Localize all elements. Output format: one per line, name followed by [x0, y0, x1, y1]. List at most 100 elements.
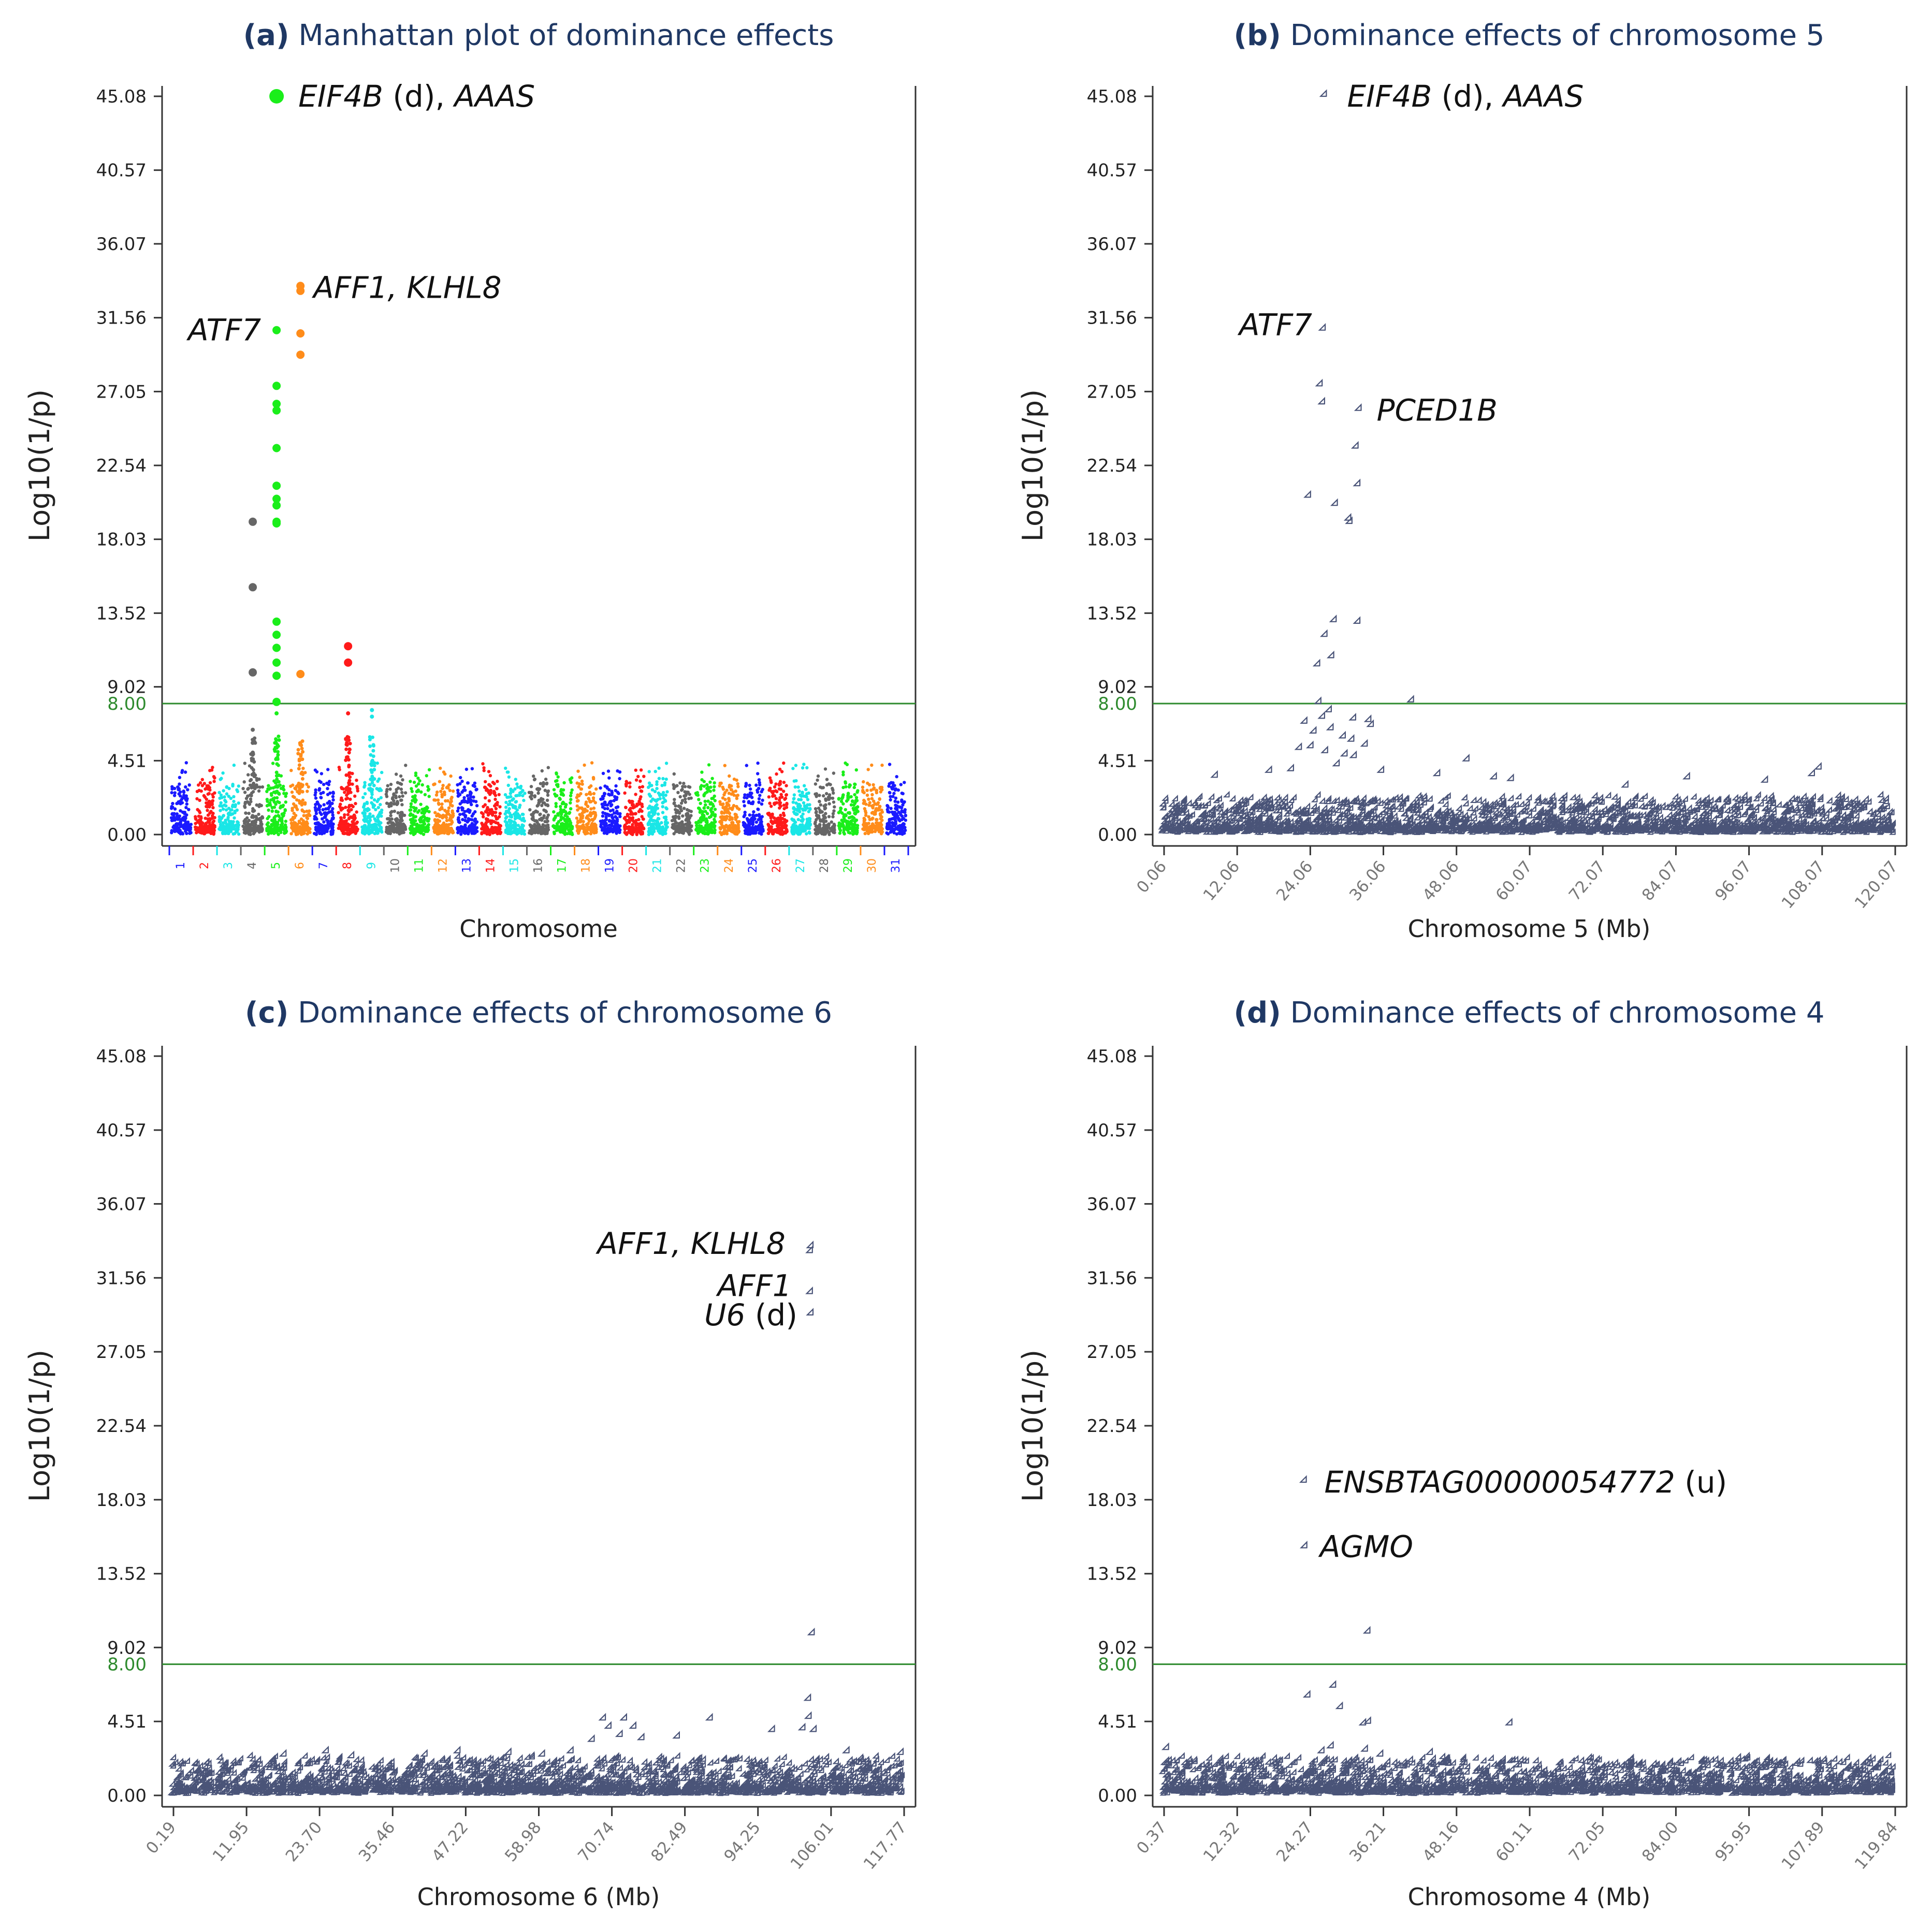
snp-point	[496, 780, 499, 783]
snp-point	[231, 782, 235, 786]
snp-point	[608, 827, 612, 831]
snp-point	[569, 794, 573, 798]
snp-point	[219, 817, 223, 821]
snp-point	[331, 807, 335, 811]
snp-point	[819, 785, 822, 789]
snp-point	[603, 827, 607, 831]
snp-point	[558, 797, 562, 801]
snp-point	[541, 823, 545, 827]
chromosome-16-points	[527, 766, 550, 836]
snp-point	[232, 799, 236, 803]
snp-point	[802, 794, 805, 798]
snp-point	[551, 824, 555, 828]
snp-point	[347, 779, 352, 783]
snp-point	[832, 791, 835, 795]
snp-point	[205, 784, 209, 788]
snp-point	[414, 784, 418, 788]
snp-point	[514, 778, 517, 781]
snp-point	[299, 831, 303, 835]
snp-point	[802, 829, 806, 833]
snp-point	[275, 790, 279, 794]
snp-point	[546, 793, 550, 797]
snp-point	[796, 828, 801, 832]
snp-point	[697, 798, 701, 801]
snp-point	[876, 802, 880, 806]
snp-point	[563, 829, 566, 833]
snp-point	[624, 826, 628, 830]
snp-point	[862, 801, 866, 805]
snp-point	[371, 743, 375, 747]
snp-point	[280, 820, 284, 824]
snp-point	[482, 766, 486, 770]
snp-point	[616, 826, 620, 830]
snp-point	[275, 800, 280, 803]
snp-point	[705, 819, 709, 823]
snp-point	[603, 812, 607, 815]
snp-point	[313, 793, 317, 797]
snp-point	[864, 822, 868, 826]
snp-point	[535, 810, 540, 814]
snp-point	[704, 824, 708, 827]
snp-point	[743, 804, 746, 808]
snp-point	[655, 786, 659, 791]
snp-point	[853, 782, 857, 786]
snp-point	[425, 816, 429, 821]
snp-point	[404, 764, 408, 767]
snp-point	[271, 797, 275, 801]
snp-point	[345, 755, 350, 759]
snp-point	[169, 816, 173, 820]
chromosome-27-points	[790, 763, 812, 836]
snp-point	[639, 826, 643, 830]
snp-point	[768, 787, 772, 791]
snp-point	[371, 749, 375, 753]
snp-point	[590, 829, 594, 834]
snp-point	[832, 829, 835, 832]
snp-point	[426, 806, 429, 810]
snp-point	[272, 806, 277, 809]
snp-point	[469, 824, 472, 828]
snp-point	[515, 782, 519, 786]
snp-point	[657, 766, 661, 770]
snp-point	[481, 812, 485, 816]
snp-point	[683, 785, 687, 788]
snp-point	[371, 814, 375, 818]
snp-point	[520, 829, 524, 834]
snp-point	[217, 827, 221, 831]
snp-point	[808, 807, 812, 811]
snp-point	[825, 792, 829, 796]
snp-point	[743, 822, 747, 826]
snp-point	[774, 782, 778, 786]
snp-point	[844, 785, 848, 788]
snp-point	[379, 802, 382, 807]
snp-point	[540, 769, 544, 773]
snp-point	[759, 831, 762, 835]
snp-point	[423, 822, 427, 826]
snp-point	[733, 812, 737, 816]
snp-point	[413, 794, 417, 798]
snp-point	[391, 796, 395, 800]
snp-point	[553, 817, 556, 821]
snp-point	[284, 794, 287, 798]
snp-point	[340, 807, 344, 811]
snp-point	[875, 817, 878, 822]
y-tick-label: 40.57	[96, 160, 147, 181]
snp-point	[588, 799, 592, 803]
snp-point	[773, 794, 777, 798]
snp-point	[272, 791, 276, 794]
peak-point	[272, 658, 281, 667]
snp-point	[822, 823, 826, 827]
snp-point	[242, 819, 246, 823]
snp-point	[792, 793, 796, 797]
snp-point	[855, 799, 859, 802]
snp-point	[399, 826, 403, 830]
snp-point	[315, 821, 319, 825]
snp-point	[535, 819, 539, 823]
snp-point	[365, 800, 369, 805]
snp-point	[206, 804, 210, 808]
snp-point	[684, 800, 687, 804]
snp-point	[681, 814, 685, 818]
snp-point	[483, 803, 487, 807]
snp-point	[680, 799, 685, 802]
snp-point	[451, 804, 454, 808]
snp-point	[170, 791, 173, 795]
